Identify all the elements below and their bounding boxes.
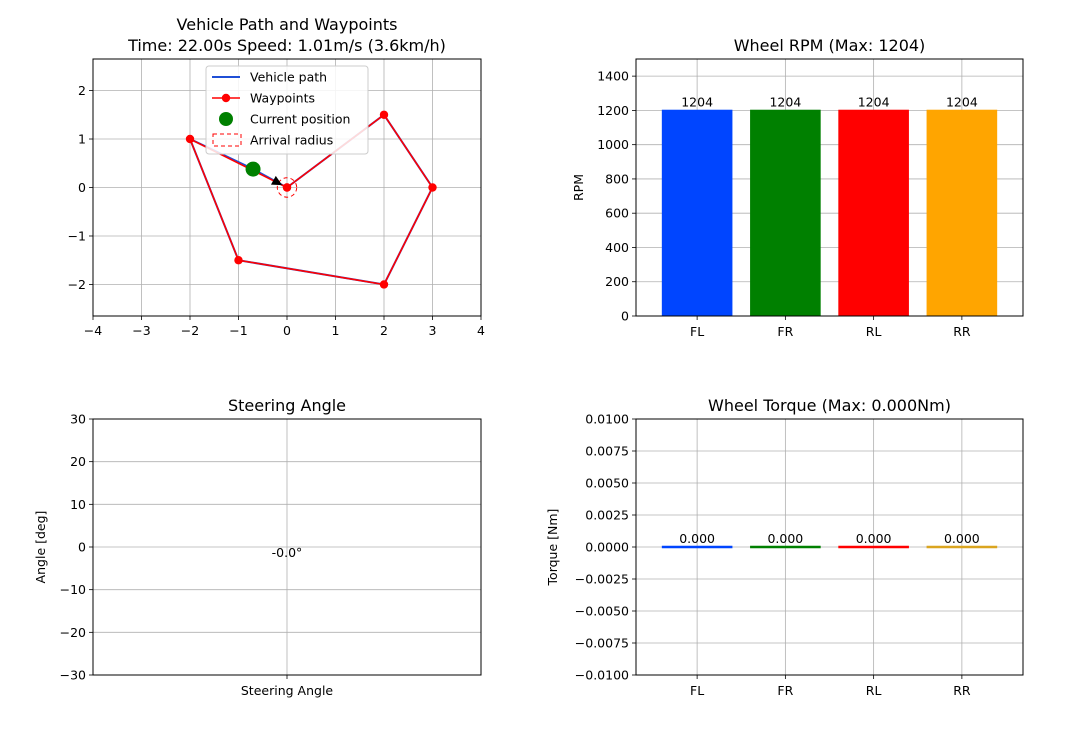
bar-value-label: 0.000 bbox=[679, 531, 715, 546]
axes-frame bbox=[92, 418, 482, 676]
x-tick-label: 2 bbox=[380, 323, 388, 338]
legend-label: Arrival radius bbox=[250, 133, 333, 148]
arrival-radius-circle bbox=[276, 177, 298, 198]
x-tick-label: −1 bbox=[229, 323, 247, 338]
y-tick-label: −0.0050 bbox=[575, 604, 629, 619]
x-tick-label: RR bbox=[953, 324, 971, 339]
legend-label: Vehicle path bbox=[250, 70, 327, 85]
waypoint-marker bbox=[379, 280, 389, 289]
y-axis-label: Torque [Nm] bbox=[545, 509, 560, 587]
x-tick-label: FR bbox=[777, 683, 793, 698]
x-tick-label: 1 bbox=[332, 323, 340, 338]
y-tick-label: −2 bbox=[68, 277, 86, 292]
waypoint-marker bbox=[185, 134, 195, 144]
steering-angle-chart: Steering Angle −30 −20 −10 0 10 20 30 Angle [deg… bbox=[33, 396, 482, 698]
legend-box bbox=[205, 65, 369, 155]
y-tick-label: 30 bbox=[70, 412, 86, 427]
bar bbox=[838, 545, 909, 549]
x-tick-label: −3 bbox=[132, 323, 150, 338]
bar-value-label: 1204 bbox=[858, 95, 890, 110]
chart-subtitle: Time: 22.00s Speed: 1.01m/s (3.6km/h) bbox=[127, 36, 446, 55]
chart-title: Wheel RPM (Max: 1204) bbox=[734, 36, 926, 55]
y-tick-label: −20 bbox=[60, 625, 86, 640]
chart-title: Steering Angle bbox=[228, 396, 346, 415]
y-tick-label: −30 bbox=[60, 668, 86, 683]
y-tick-label: −10 bbox=[60, 582, 86, 597]
bar-value-label: -0.0° bbox=[272, 545, 303, 560]
legend-swatch-marker bbox=[221, 93, 231, 103]
waypoint-marker bbox=[282, 183, 292, 192]
x-tick-label: FL bbox=[690, 683, 704, 698]
chart-title: Wheel Torque (Max: 0.000Nm) bbox=[708, 396, 951, 415]
x-tick-label: RL bbox=[866, 683, 882, 698]
y-tick-label: 400 bbox=[605, 240, 629, 255]
y-tick-label: 800 bbox=[605, 171, 629, 186]
bar bbox=[926, 545, 998, 549]
y-tick-label: 10 bbox=[70, 497, 86, 512]
legend-swatch bbox=[219, 112, 233, 126]
y-tick-label: 0 bbox=[78, 540, 86, 555]
y-tick-label: 0.0000 bbox=[585, 540, 629, 555]
heading-arrow bbox=[270, 175, 283, 186]
y-tick-label: 0.0075 bbox=[585, 444, 629, 459]
y-tick-label: 600 bbox=[605, 206, 629, 221]
waypoint-marker bbox=[234, 256, 243, 265]
y-tick-label: 1400 bbox=[597, 69, 629, 84]
bar bbox=[661, 109, 733, 317]
y-tick-label: −0.0075 bbox=[575, 636, 629, 651]
wheel-torque-chart: Wheel Torque (Max: 0.000Nm) −0.0100 −0.007… bbox=[545, 396, 1024, 698]
waypoint-marker bbox=[428, 183, 437, 192]
bar-value-label: 0.000 bbox=[856, 531, 892, 546]
y-axis-label: Angle [deg] bbox=[33, 511, 48, 584]
x-tick-label: Steering Angle bbox=[241, 683, 334, 698]
vehicle-path-chart: Vehicle Path and Waypoints Time: 22.00s S… bbox=[68, 15, 485, 338]
legend: Vehicle path Waypoints Current position Arr… bbox=[205, 65, 369, 155]
wheel-rpm-chart: Wheel RPM (Max: 1204) 0 200 400 600 800 1000 12… bbox=[571, 36, 1024, 339]
bar-value-label: 1204 bbox=[946, 95, 978, 110]
bar bbox=[750, 545, 821, 549]
y-tick-label: −1 bbox=[68, 228, 86, 243]
y-tick-label: 0.0100 bbox=[585, 412, 629, 427]
x-tick-label: −2 bbox=[181, 323, 199, 338]
y-tick-label: 2 bbox=[78, 83, 86, 98]
bar bbox=[838, 109, 909, 317]
bar-value-label: 0.000 bbox=[767, 531, 803, 546]
y-tick-label: 20 bbox=[70, 454, 86, 469]
axes-frame bbox=[635, 58, 1024, 317]
y-tick-label: 0.0025 bbox=[585, 508, 629, 523]
x-tick-label: RL bbox=[866, 324, 882, 339]
legend-label: Waypoints bbox=[250, 91, 315, 106]
axes-frame bbox=[92, 58, 482, 317]
x-tick-label: 0 bbox=[283, 323, 291, 338]
y-tick-label: 0 bbox=[621, 309, 629, 324]
y-tick-label: −0.0025 bbox=[575, 572, 629, 587]
x-tick-label: FL bbox=[690, 324, 704, 339]
bar bbox=[661, 545, 733, 549]
y-tick-label: 200 bbox=[605, 274, 629, 289]
axes-frame bbox=[635, 418, 1024, 676]
x-tick-label: FR bbox=[777, 324, 793, 339]
waypoint-marker bbox=[379, 110, 389, 119]
y-tick-label: 0 bbox=[78, 180, 86, 195]
x-tick-label: RR bbox=[953, 683, 971, 698]
y-tick-label: 1200 bbox=[597, 103, 629, 118]
y-tick-label: 0.0050 bbox=[585, 476, 629, 491]
chart-title: Vehicle Path and Waypoints bbox=[177, 15, 398, 34]
y-tick-label: −0.0100 bbox=[575, 668, 629, 683]
bar-value-label: 1204 bbox=[681, 95, 713, 110]
y-tick-label: 1 bbox=[78, 132, 86, 147]
bar bbox=[926, 109, 998, 317]
y-tick-label: 1000 bbox=[597, 137, 629, 152]
bar-value-label: 0.000 bbox=[944, 531, 980, 546]
legend-label: Current position bbox=[250, 112, 350, 127]
x-tick-label: 3 bbox=[429, 323, 437, 338]
x-tick-label: −4 bbox=[84, 323, 102, 338]
bar bbox=[750, 109, 821, 317]
current-position-marker bbox=[245, 161, 261, 177]
bar-value-label: 1204 bbox=[769, 95, 801, 110]
legend-swatch bbox=[212, 133, 242, 147]
y-axis-label: RPM bbox=[571, 174, 586, 201]
x-tick-label: 4 bbox=[477, 323, 485, 338]
